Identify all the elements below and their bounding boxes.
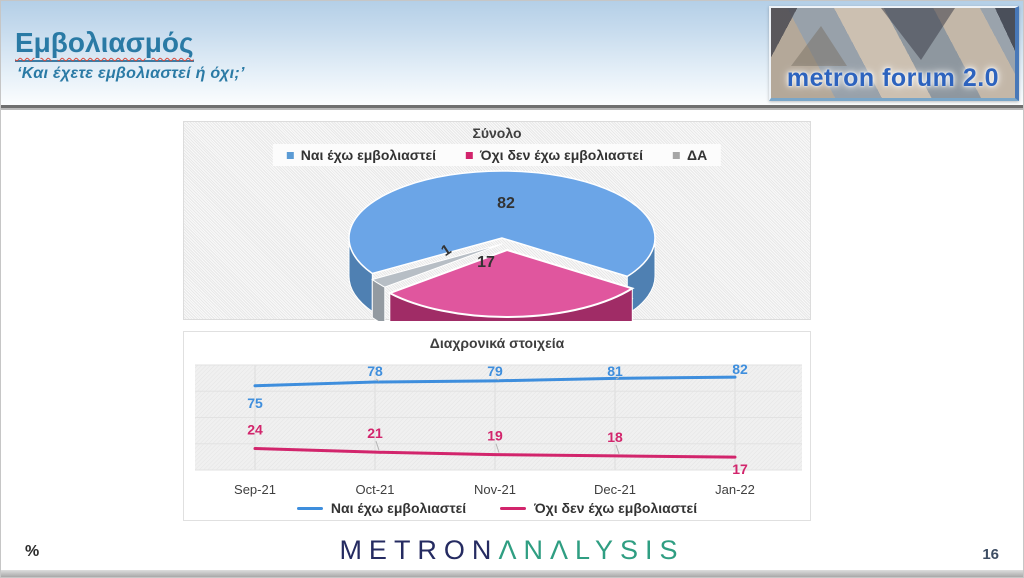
svg-text:Dec-21: Dec-21: [594, 482, 636, 497]
page-number: 16: [982, 546, 999, 563]
svg-text:75: 75: [247, 395, 263, 411]
line-legend: Ναι έχω εμβολιαστεί Όχι δεν έχω εμβολιασ…: [184, 500, 810, 516]
legend-item-no: Όχι δεν έχω εμβολιαστεί: [466, 147, 643, 163]
svg-text:82: 82: [732, 361, 748, 377]
line-panel-title: Διαχρονικά στοιχεία: [429, 335, 565, 351]
logo-text: metron forum 2.0: [786, 64, 1000, 92]
pie-label-yes: 82: [497, 195, 515, 212]
line-legend-label-no: Όχι δεν έχω εμβολιαστεί: [534, 500, 698, 516]
pie-panel-title: Σύνολο: [472, 125, 522, 141]
svg-text:Nov-21: Nov-21: [474, 482, 516, 497]
legend-swatch-yes: [286, 151, 294, 159]
page-subtitle: ‘Και έχετε εμβολιαστεί ή όχι;’: [17, 65, 245, 82]
svg-text:18: 18: [607, 429, 623, 445]
svg-text:24: 24: [247, 421, 263, 437]
svg-text:79: 79: [487, 363, 503, 379]
page-title: Εμβολιασμός: [15, 27, 194, 62]
svg-text:19: 19: [487, 428, 503, 444]
header-band: Εμβολιασμός ‘Και έχετε εμβολιαστεί ή όχι…: [1, 1, 1023, 105]
pie-slice-yes: [348, 170, 656, 278]
pie-chart-panel: 82 1 17 Σύνολο Ναι έχω εμβολιαστεί Όχι δ…: [183, 121, 811, 321]
line-legend-label-yes: Ναι έχω εμβολιαστεί: [330, 500, 467, 516]
svg-text:81: 81: [607, 363, 623, 379]
legend-label-no: Όχι δεν έχω εμβολιαστεί: [480, 147, 644, 163]
legend-swatch-no: [466, 151, 474, 159]
svg-text:78: 78: [367, 363, 383, 379]
percent-footnote: %: [25, 543, 40, 560]
svg-text:17: 17: [732, 461, 748, 477]
brand-metron: METRON: [339, 535, 499, 565]
line-legend-swatch-no: [500, 506, 527, 510]
metron-forum-logo: metron forum 2.0: [769, 6, 1019, 101]
header-separator: [1, 105, 1023, 110]
svg-text:Jan-22: Jan-22: [715, 482, 755, 497]
metron-analysis-logo: METRONΛNΛLYSIS: [1, 535, 1023, 566]
pie-label-no: 17: [477, 254, 495, 271]
pie-slice-dk: [371, 243, 503, 288]
line-legend-item-yes: Ναι έχω εμβολιαστεί: [296, 500, 467, 516]
pie-legend: Ναι έχω εμβολιαστεί Όχι δεν έχω εμβολιασ…: [272, 144, 722, 166]
x-axis-labels: Sep-21 Oct-21 Nov-21 Dec-21 Jan-22: [234, 482, 755, 497]
svg-text:21: 21: [367, 425, 383, 441]
legend-swatch-dk: [673, 151, 681, 159]
line-chart: 75 78 79 81 82 24 21 19 18 17 Sep-21 Oct-21 Nov-21 D…: [195, 361, 802, 497]
bottom-edge-strip: [1, 570, 1023, 577]
pie-slice-no: [387, 248, 635, 318]
svg-text:Sep-21: Sep-21: [234, 482, 276, 497]
legend-label-dk: ΔΑ: [687, 147, 708, 163]
legend-item-dk: ΔΑ: [673, 147, 707, 163]
gridlines: [195, 364, 802, 471]
brand-analysis: ΛNΛLYSIS: [498, 535, 685, 565]
logo-triangle-decor: [791, 26, 847, 66]
series-lines: 75 78 79 81 82 24 21 19 18 17: [247, 361, 748, 477]
legend-item-yes: Ναι έχω εμβολιαστεί: [286, 147, 437, 163]
svg-text:Oct-21: Oct-21: [355, 482, 394, 497]
line-legend-item-no: Όχι δεν έχω εμβολιαστεί: [500, 500, 697, 516]
line-legend-swatch-yes: [296, 506, 323, 510]
legend-label-yes: Ναι έχω εμβολιαστεί: [300, 147, 437, 163]
line-chart-panel: 75 78 79 81 82 24 21 19 18 17 Sep-21 Oct-21 Nov-21 D…: [183, 331, 811, 521]
pie-chart: 82 1 17: [348, 170, 656, 321]
logo-triangle-decor: [881, 8, 955, 60]
